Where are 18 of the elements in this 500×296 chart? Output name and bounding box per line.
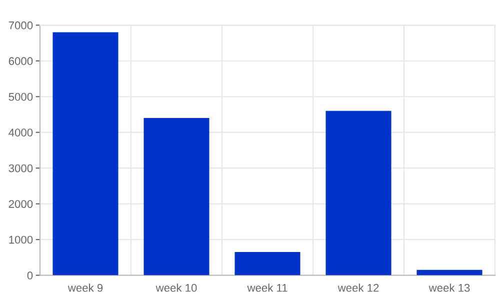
y-tick-label: 2000 (8, 200, 33, 208)
x-tick-label: week 13 (428, 284, 470, 292)
y-tick-label: 4000 (8, 128, 33, 136)
x-tick-label: week 10 (156, 284, 197, 292)
y-tick-label: 6000 (8, 57, 33, 66)
y-tick-label: 5000 (8, 92, 33, 101)
y-tick-label: 7000 (8, 21, 33, 30)
x-tick-label: week 11 (247, 284, 288, 292)
bar (416, 270, 482, 276)
y-tick-label: 1000 (9, 236, 33, 244)
x-tick-label: week 12 (338, 284, 379, 292)
y-tick-label: 0 (27, 272, 33, 280)
bar (326, 110, 392, 276)
bar (234, 252, 300, 276)
bar (144, 118, 210, 276)
y-tick-label: 3000 (8, 164, 33, 172)
x-tick-label: week 9 (68, 284, 103, 292)
bar (52, 32, 118, 276)
